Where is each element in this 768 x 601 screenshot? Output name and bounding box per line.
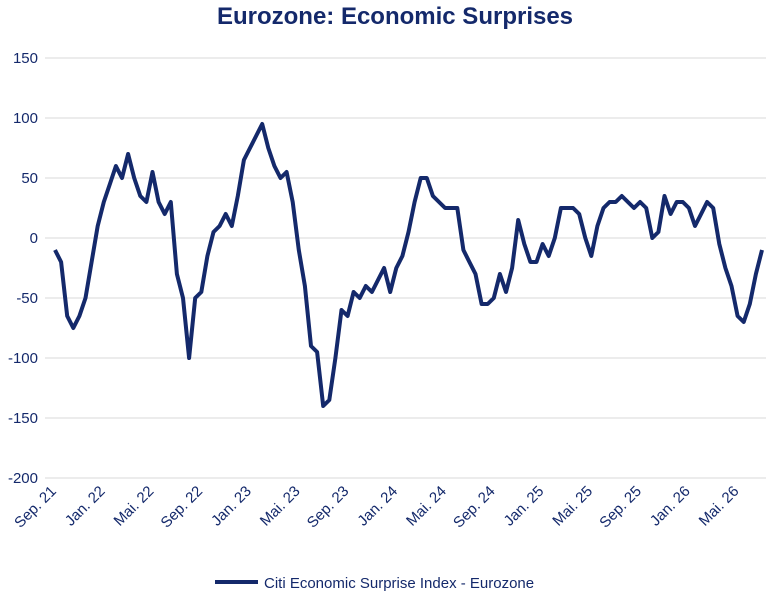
y-tick-label: 0	[30, 230, 38, 247]
chart-title: Eurozone: Economic Surprises	[217, 3, 573, 30]
data-line	[53, 122, 764, 408]
x-tick-label: Jan. 24	[354, 483, 401, 530]
x-tick-label: Jan. 26	[647, 483, 694, 530]
x-tick-label: Jan. 22	[62, 483, 109, 530]
legend-label: Citi Economic Surprise Index - Eurozone	[264, 575, 534, 592]
x-tick-label: Sep. 21	[11, 483, 60, 532]
x-tick-label: Mai. 25	[549, 483, 596, 530]
x-tick-label: Sep. 24	[450, 483, 499, 532]
x-tick-label: Mai. 24	[403, 483, 450, 530]
x-tick-label: Jan. 25	[501, 483, 548, 530]
y-tick-label: -50	[16, 290, 38, 307]
x-tick-label: Mai. 26	[696, 483, 743, 530]
x-tick-label: Sep. 22	[158, 483, 207, 532]
x-tick-label: Sep. 23	[304, 483, 353, 532]
y-tick-label: -100	[8, 350, 38, 367]
y-tick-label: 100	[13, 110, 38, 127]
y-tick-label: 150	[13, 50, 38, 67]
x-tick-label: Jan. 23	[208, 483, 255, 530]
y-tick-label: 50	[21, 170, 38, 187]
x-tick-label: Mai. 23	[257, 483, 304, 530]
x-tick-label: Sep. 25	[596, 483, 645, 532]
y-tick-label: -150	[8, 410, 38, 427]
x-tick-label: Mai. 22	[111, 483, 158, 530]
y-tick-label: -200	[8, 470, 38, 487]
